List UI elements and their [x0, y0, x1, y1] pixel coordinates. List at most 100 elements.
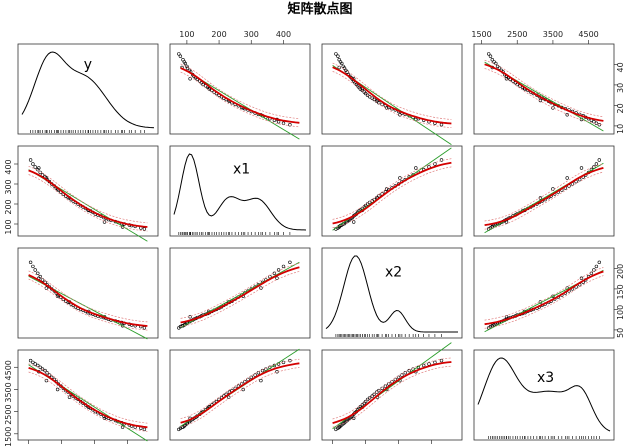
smooth-fit-line	[332, 66, 452, 125]
data-point	[352, 220, 356, 224]
smooth-band-lower	[28, 371, 148, 432]
data-point	[363, 399, 368, 404]
y-tick-label-y: 10	[616, 124, 625, 134]
smooth-band-lower	[28, 278, 148, 331]
smooth-band-upper	[332, 357, 452, 420]
smooth-band-upper	[28, 270, 148, 323]
data-point	[594, 162, 599, 166]
y-tick-label-x3: 3500	[4, 382, 13, 402]
data-point	[272, 363, 277, 368]
smooth-fit-line	[484, 167, 604, 226]
smooth-band-upper	[484, 267, 604, 321]
panel-x2-vs-x2: x2	[321, 247, 463, 339]
data-point	[31, 264, 35, 269]
panel-y-vs-x3	[473, 43, 615, 135]
data-point	[400, 373, 404, 377]
panel-x1-vs-x2	[321, 145, 463, 237]
x-tick-label-x3: 3500	[543, 30, 563, 39]
panel-frame	[17, 43, 159, 135]
smooth-fit-line	[484, 63, 604, 122]
data-point	[37, 166, 41, 170]
panel-x3-vs-y	[17, 349, 159, 442]
data-point	[40, 367, 45, 371]
variable-label-y: y	[84, 57, 92, 73]
panel-frame	[321, 349, 463, 441]
smooth-band-lower	[332, 70, 452, 128]
data-point	[565, 176, 569, 180]
panel-frame	[473, 145, 615, 237]
data-point	[336, 54, 340, 58]
data-point	[31, 360, 35, 365]
panel-frame	[169, 145, 311, 237]
data-point	[185, 64, 189, 69]
smooth-fit-line	[180, 266, 300, 324]
data-point	[28, 260, 33, 264]
data-point	[396, 375, 401, 379]
data-point	[504, 77, 509, 81]
data-point	[414, 166, 418, 170]
density-curve-x2	[325, 255, 458, 333]
data-point	[551, 106, 555, 110]
data-point	[276, 268, 281, 272]
smooth-band-lower	[28, 174, 148, 232]
data-point	[367, 396, 372, 400]
y-tick-label-x2: 100	[616, 305, 625, 320]
smooth-band-lower	[180, 367, 300, 428]
data-point	[597, 260, 601, 264]
y-tick-label-x3: 4500	[4, 360, 13, 380]
variable-label-x3: x3	[537, 370, 554, 386]
panel-frame	[321, 43, 463, 135]
data-point	[31, 162, 35, 166]
data-point	[337, 425, 341, 429]
panel-x3-vs-x3: x3	[473, 349, 615, 441]
data-point	[55, 387, 60, 392]
data-point	[120, 425, 125, 429]
smooth-band-lower	[484, 275, 604, 329]
data-point	[398, 176, 402, 180]
data-point	[253, 373, 257, 377]
data-point	[363, 91, 368, 96]
chart-title: 矩阵散点图	[286, 1, 352, 17]
density-curve-y	[21, 51, 155, 129]
panel-y-vs-x2	[321, 43, 463, 146]
panel-y-vs-y: y	[17, 43, 159, 135]
panel-frame	[17, 247, 159, 339]
smooth-band-upper	[180, 358, 300, 419]
data-point	[249, 375, 254, 379]
panel-frame	[169, 43, 311, 135]
x-tick-label-x1: 200	[211, 30, 226, 39]
smooth-band-lower	[484, 68, 604, 126]
data-point	[352, 416, 356, 420]
data-point	[33, 362, 37, 366]
data-point	[36, 363, 40, 368]
panel-x1-vs-y	[17, 145, 159, 242]
panel-x2-vs-y	[17, 247, 159, 340]
data-point	[281, 264, 286, 269]
smooth-band-upper	[28, 363, 148, 424]
density-curve-x1	[173, 153, 307, 231]
smooth-band-upper	[180, 63, 300, 120]
y-tick-label-y: 40	[616, 62, 625, 72]
data-point	[188, 77, 192, 81]
data-point	[241, 387, 245, 392]
data-point	[120, 324, 125, 328]
x-tick-label-x3: 1500	[471, 30, 491, 39]
data-point	[488, 324, 493, 329]
smooth-fit-line	[28, 169, 148, 228]
data-point	[185, 66, 190, 70]
data-point	[497, 66, 502, 70]
smooth-band-upper	[332, 62, 452, 120]
data-point	[597, 158, 601, 162]
y-tick-label-x3: 2500	[4, 404, 13, 424]
smooth-band-upper	[484, 59, 604, 118]
smooth-band-lower	[180, 71, 300, 128]
smooth-fit-line	[180, 67, 300, 124]
data-point	[487, 52, 491, 56]
data-point	[579, 166, 584, 170]
smooth-fit-line	[332, 161, 452, 225]
panel-frame	[473, 247, 615, 339]
smooth-fit-line	[28, 274, 148, 327]
smooth-fit-line	[332, 361, 452, 424]
data-point	[28, 358, 33, 363]
